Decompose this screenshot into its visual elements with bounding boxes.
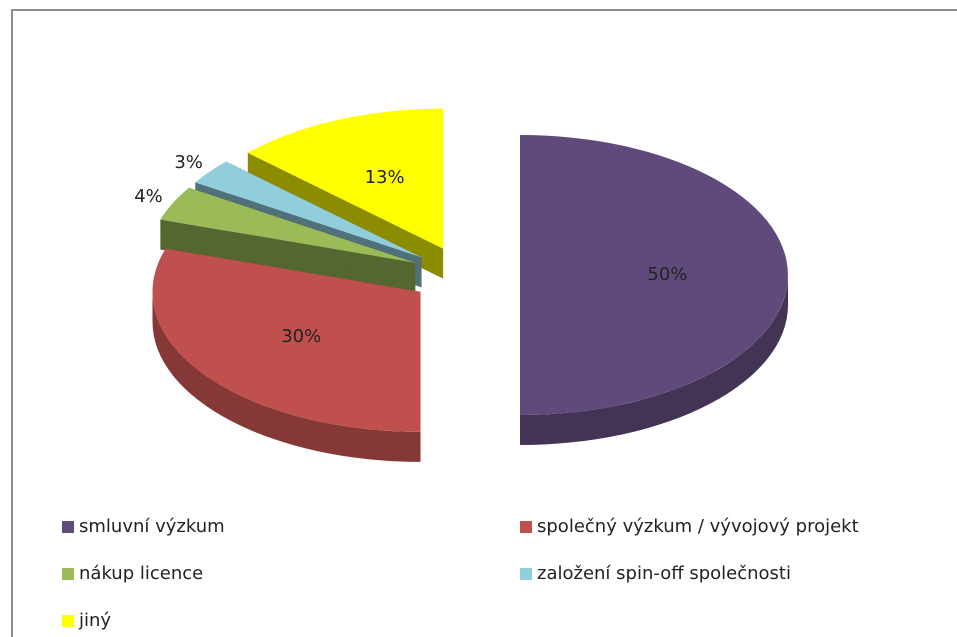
slice [247, 108, 444, 249]
legend-swatch [520, 568, 532, 580]
legend-swatch [520, 521, 532, 533]
slice [152, 248, 421, 432]
value-label: 4% [134, 186, 163, 207]
slice [195, 161, 422, 258]
legend-swatch [62, 568, 74, 580]
value-label: 3% [174, 152, 203, 173]
legend-swatch [62, 521, 74, 533]
slice-wall [520, 275, 788, 445]
legend-label: jiný [78, 610, 111, 631]
value-label: 30% [281, 326, 321, 347]
legend-label: nákup licence [79, 563, 203, 584]
legend-label: smluvní výzkum [79, 516, 225, 537]
legend-label: společný výzkum / vývojový projekt [537, 516, 859, 537]
legend-swatch [62, 615, 74, 627]
slice-side [160, 219, 416, 293]
slice [520, 135, 788, 415]
value-label: 13% [365, 167, 405, 188]
legend-label: založení spin-off společnosti [537, 563, 791, 584]
slice-wall [152, 291, 421, 462]
value-label: 50% [647, 264, 687, 285]
slice [160, 187, 416, 263]
